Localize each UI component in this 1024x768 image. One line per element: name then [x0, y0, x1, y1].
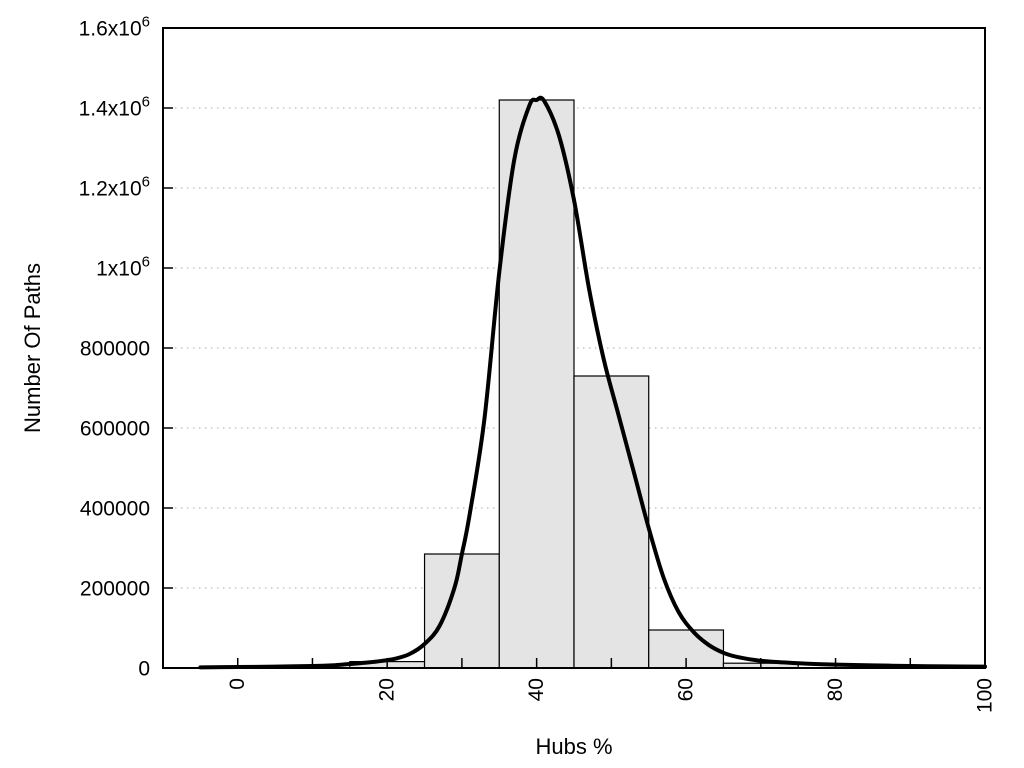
x-tick-labels: 0 20 40 60 80 100 [226, 678, 996, 713]
y-tick-label: 200000 [80, 578, 150, 601]
y-tick-label: 600000 [80, 418, 150, 441]
y-tick-label: 1.4x106 [79, 94, 150, 121]
y-tick-label: 800000 [80, 338, 150, 361]
histogram-bar [573, 375, 650, 669]
y-axis-title: Number Of Paths [20, 263, 45, 433]
y-tick-label: 400000 [80, 498, 150, 521]
density-curve [198, 95, 987, 670]
x-tick-label: 60 [675, 678, 698, 701]
y-tick-label: 0 [138, 658, 150, 681]
y-tick-label: 1.6x106 [79, 14, 150, 41]
x-axis-title: Hubs % [535, 734, 612, 759]
y-tick-label: 1.2x106 [79, 174, 150, 201]
gridlines [163, 107, 985, 589]
x-tick-label: 100 [974, 678, 997, 713]
x-tick-label: 20 [376, 678, 399, 701]
y-tick-label: 1x106 [96, 254, 150, 281]
histogram-bar [423, 553, 500, 669]
y-tick-labels: 0 200000 400000 600000 800000 1x106 1.2x106 1.4… [79, 14, 150, 681]
x-tick-label: 0 [226, 678, 249, 690]
x-tick-label: 40 [525, 678, 548, 701]
histogram-bar [498, 99, 575, 669]
histogram-bars [349, 99, 799, 669]
x-tick-label: 80 [824, 678, 847, 701]
